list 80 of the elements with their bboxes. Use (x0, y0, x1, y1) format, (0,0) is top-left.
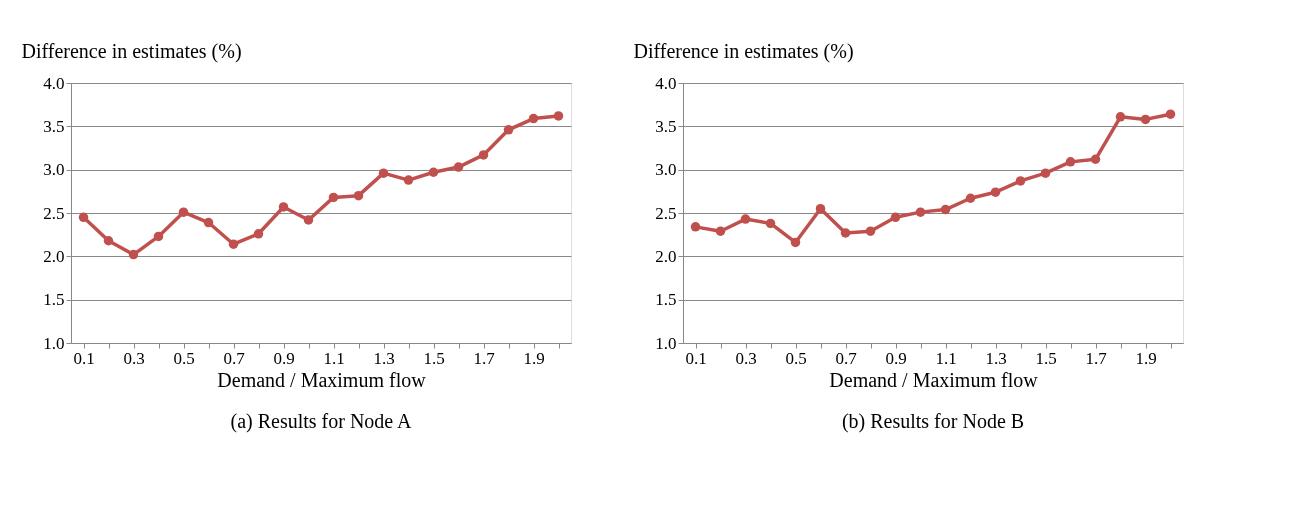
x-tick-label: 0.1 (685, 348, 707, 368)
point (915, 207, 926, 217)
point (228, 239, 239, 249)
point (1040, 168, 1051, 178)
point (553, 111, 564, 121)
text: (a) Results for Node A (230, 410, 413, 433)
y-tick-label: 3.5 (43, 116, 65, 136)
x-tick-label: 1.5 (1035, 348, 1057, 368)
text: (b) Results for Node B (841, 410, 1025, 433)
point (478, 150, 489, 160)
x-tick-label: 0.9 (885, 348, 907, 368)
x-tick-label: 1.5 (423, 348, 445, 368)
y-tick-label: 2.5 (655, 203, 677, 223)
point (378, 168, 389, 178)
x-axis-title: Demand / Maximum flow (829, 368, 1039, 391)
y-tick-label: 4.0 (655, 73, 677, 93)
x-tick-label: 1.9 (1135, 348, 1157, 368)
point (428, 167, 439, 177)
point (890, 212, 901, 223)
point (128, 249, 139, 260)
x-tick-label: 0.7 (223, 348, 246, 368)
point (403, 175, 414, 185)
x-tick-label: 0.7 (835, 348, 858, 368)
point (940, 204, 951, 215)
point (790, 237, 801, 248)
point (965, 193, 976, 203)
y-tick-label: 3.5 (655, 116, 677, 136)
point (528, 113, 539, 124)
y-tick-label: 1.5 (43, 290, 65, 310)
point (1015, 176, 1026, 186)
point (453, 162, 464, 172)
point (253, 229, 264, 239)
y-tick-label: 1.5 (655, 290, 677, 310)
x-tick-label: 0.3 (735, 348, 757, 368)
y-axis-title: Difference in estimates (%) (633, 39, 854, 63)
point (815, 203, 826, 214)
point (840, 228, 851, 238)
x-tick-label: 0.9 (273, 348, 295, 368)
point (203, 217, 214, 228)
point (353, 190, 364, 201)
x-tick-label: 0.5 (173, 348, 195, 368)
x-tick-label: 1.9 (523, 348, 545, 368)
y-axis-title: Difference in estimates (%) (21, 39, 242, 63)
point (990, 187, 1001, 197)
point (765, 218, 776, 229)
point (503, 125, 514, 135)
x-tick-label: 1.3 (985, 348, 1007, 368)
y-tick-label: 1.0 (655, 333, 677, 353)
x-tick-label: 1.3 (373, 348, 395, 368)
point (740, 214, 751, 224)
point (865, 226, 876, 236)
x-tick-label: 1.1 (323, 348, 345, 368)
point (1115, 112, 1126, 122)
x-tick-label: 0.3 (123, 348, 145, 368)
point (715, 226, 726, 236)
point (103, 236, 114, 246)
x-tick-label: 1.1 (935, 348, 957, 368)
point (690, 222, 701, 232)
x-tick-label: 1.7 (1085, 348, 1108, 368)
y-tick-label: 4.0 (43, 73, 65, 93)
y-tick-label: 1.0 (43, 333, 65, 353)
x-tick-label: 0.1 (73, 348, 95, 368)
y-tick-label: 2.5 (43, 203, 65, 223)
point (303, 215, 314, 225)
y-tick-label: 3.0 (655, 160, 677, 180)
y-tick-label: 2.0 (655, 246, 677, 266)
point (278, 202, 289, 212)
point (1165, 109, 1176, 119)
point (78, 212, 89, 223)
point (178, 207, 189, 217)
y-tick-label: 2.0 (43, 246, 65, 266)
x-axis-title: Demand / Maximum flow (217, 368, 427, 391)
point (328, 192, 339, 203)
point (1065, 157, 1076, 167)
point (1090, 154, 1101, 164)
x-tick-label: 0.5 (785, 348, 807, 368)
x-tick-label: 1.7 (473, 348, 496, 368)
point (1140, 114, 1151, 125)
y-tick-label: 3.0 (43, 160, 65, 180)
point (153, 231, 164, 242)
